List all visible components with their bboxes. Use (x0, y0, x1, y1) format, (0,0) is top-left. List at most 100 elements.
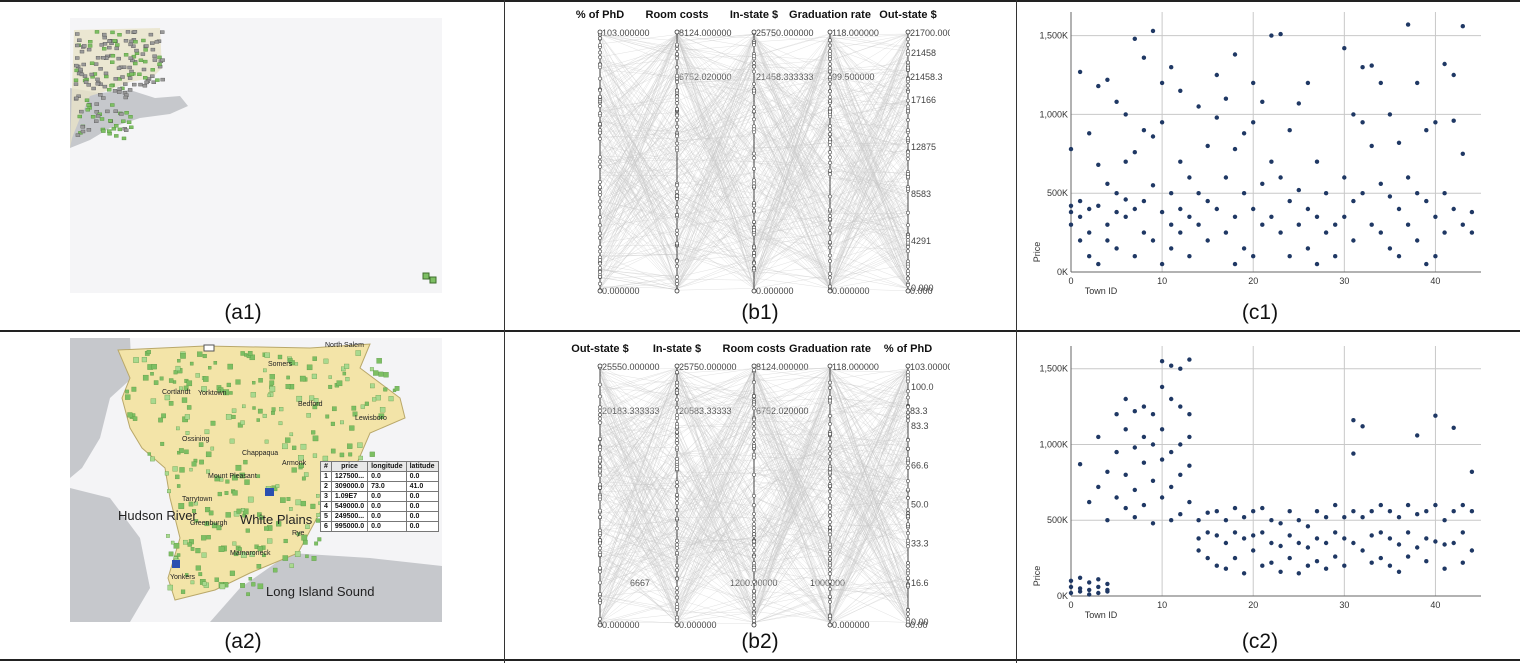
scatter-point (1287, 533, 1292, 538)
pc-axis-point (598, 205, 602, 210)
scatter-point (1223, 566, 1229, 571)
pc-right-tick: 17166 (911, 95, 936, 105)
map-marker (128, 115, 133, 119)
map-marker (240, 551, 247, 558)
scatter-point (1132, 150, 1137, 155)
scatter-point (1351, 198, 1356, 204)
scatter-point (1196, 518, 1201, 523)
map-marker (150, 372, 154, 376)
pc-axis-point (598, 412, 602, 417)
map-marker (183, 539, 188, 545)
pc-axis-point (752, 127, 756, 132)
map-marker (357, 442, 363, 448)
pc-axis-point (675, 73, 679, 78)
map-marker (186, 380, 193, 387)
pc-axis-point (752, 219, 756, 224)
scatter-point (1351, 509, 1356, 514)
map-marker (257, 546, 263, 552)
map-marker (144, 44, 149, 48)
map-marker (189, 467, 193, 472)
pc-axis-point (752, 155, 756, 160)
pc-axis-mid-tick: 20583.33333 (679, 406, 732, 416)
scatter-point (1096, 203, 1101, 208)
scatter-point (1460, 502, 1465, 508)
pc-axis-point (828, 150, 832, 155)
scatter-point (1132, 206, 1137, 212)
pc-axis-point (828, 225, 832, 230)
scatter-point (1087, 230, 1092, 235)
pc-axis-point (598, 136, 602, 141)
scatter-point (1442, 518, 1447, 523)
scatter-point (1232, 146, 1238, 152)
pc-axis-point (906, 240, 910, 245)
map-marker (195, 548, 201, 554)
pc-axis-point (906, 376, 910, 381)
map-marker (107, 88, 112, 92)
scatter-x-tick: 10 (1157, 276, 1167, 286)
pc-axis-point (828, 43, 832, 48)
pc-axis-point (752, 245, 756, 250)
pc-axis-point (675, 501, 679, 506)
map-marker (111, 127, 117, 131)
scatter-point (1114, 412, 1119, 417)
scatter-point (1378, 181, 1383, 186)
scatter-point (1342, 214, 1347, 219)
map-marker (102, 47, 107, 51)
scatter-point (1150, 28, 1156, 34)
scatter-point (1105, 77, 1110, 83)
pc-axis-point (675, 141, 679, 146)
scatter-point (1305, 545, 1311, 550)
pc-axis-point (906, 438, 910, 443)
map-marker (179, 386, 183, 391)
map-marker (241, 508, 245, 512)
pc-axis-point (675, 496, 679, 501)
map-marker (190, 580, 195, 585)
pc-axis-point (752, 228, 756, 233)
scatter-point (1232, 530, 1238, 535)
map-marker (233, 551, 239, 557)
table-row: 2 309000.0 73.0 41.0 (320, 481, 439, 492)
pc-axis-point (828, 231, 832, 236)
pc-axis-point (752, 525, 756, 530)
map-marker (352, 411, 358, 417)
pc-axis-point (752, 61, 756, 65)
scatter-point (1314, 159, 1320, 164)
pc-axis-point (598, 580, 602, 585)
table-cell: 549000.0 (330, 501, 369, 512)
scatter-point (1159, 457, 1165, 462)
pc-axis-point (598, 616, 602, 621)
pc-axis-point (906, 269, 910, 274)
table-cell: 4 (320, 501, 332, 512)
pc-axis-point (675, 278, 679, 283)
pc-axis-point (828, 75, 832, 80)
table-cell: 73.0 (367, 481, 407, 492)
pc-axis-point (675, 88, 679, 93)
pc-axis-point (828, 513, 832, 518)
map-marker (251, 582, 256, 587)
pc-axis-point (598, 36, 602, 41)
map-marker (226, 382, 231, 388)
map-marker (269, 374, 275, 380)
top-border (0, 0, 1520, 2)
map-marker (201, 535, 207, 541)
pc-axis-point (675, 484, 679, 489)
scatter-point (1287, 509, 1292, 514)
map-marker (256, 418, 260, 422)
pc-axis-point (906, 153, 910, 158)
scatter-point (1396, 569, 1402, 574)
map-marker (282, 443, 288, 450)
map-marker (204, 429, 210, 435)
map-marker (191, 461, 197, 467)
scatter-point (1232, 505, 1238, 511)
map-marker (364, 401, 369, 406)
map-marker (102, 35, 107, 40)
map-marker (150, 47, 156, 52)
scatter-point (1123, 112, 1128, 117)
table-header: latitude (405, 461, 439, 472)
pc-right-tick: 83.3 (911, 421, 929, 431)
map-marker (347, 443, 353, 449)
label-tarrytown: Tarrytown (182, 496, 213, 503)
pc-axis-top-tick: 8124.000000 (756, 362, 809, 372)
scatter-point (1169, 484, 1174, 490)
